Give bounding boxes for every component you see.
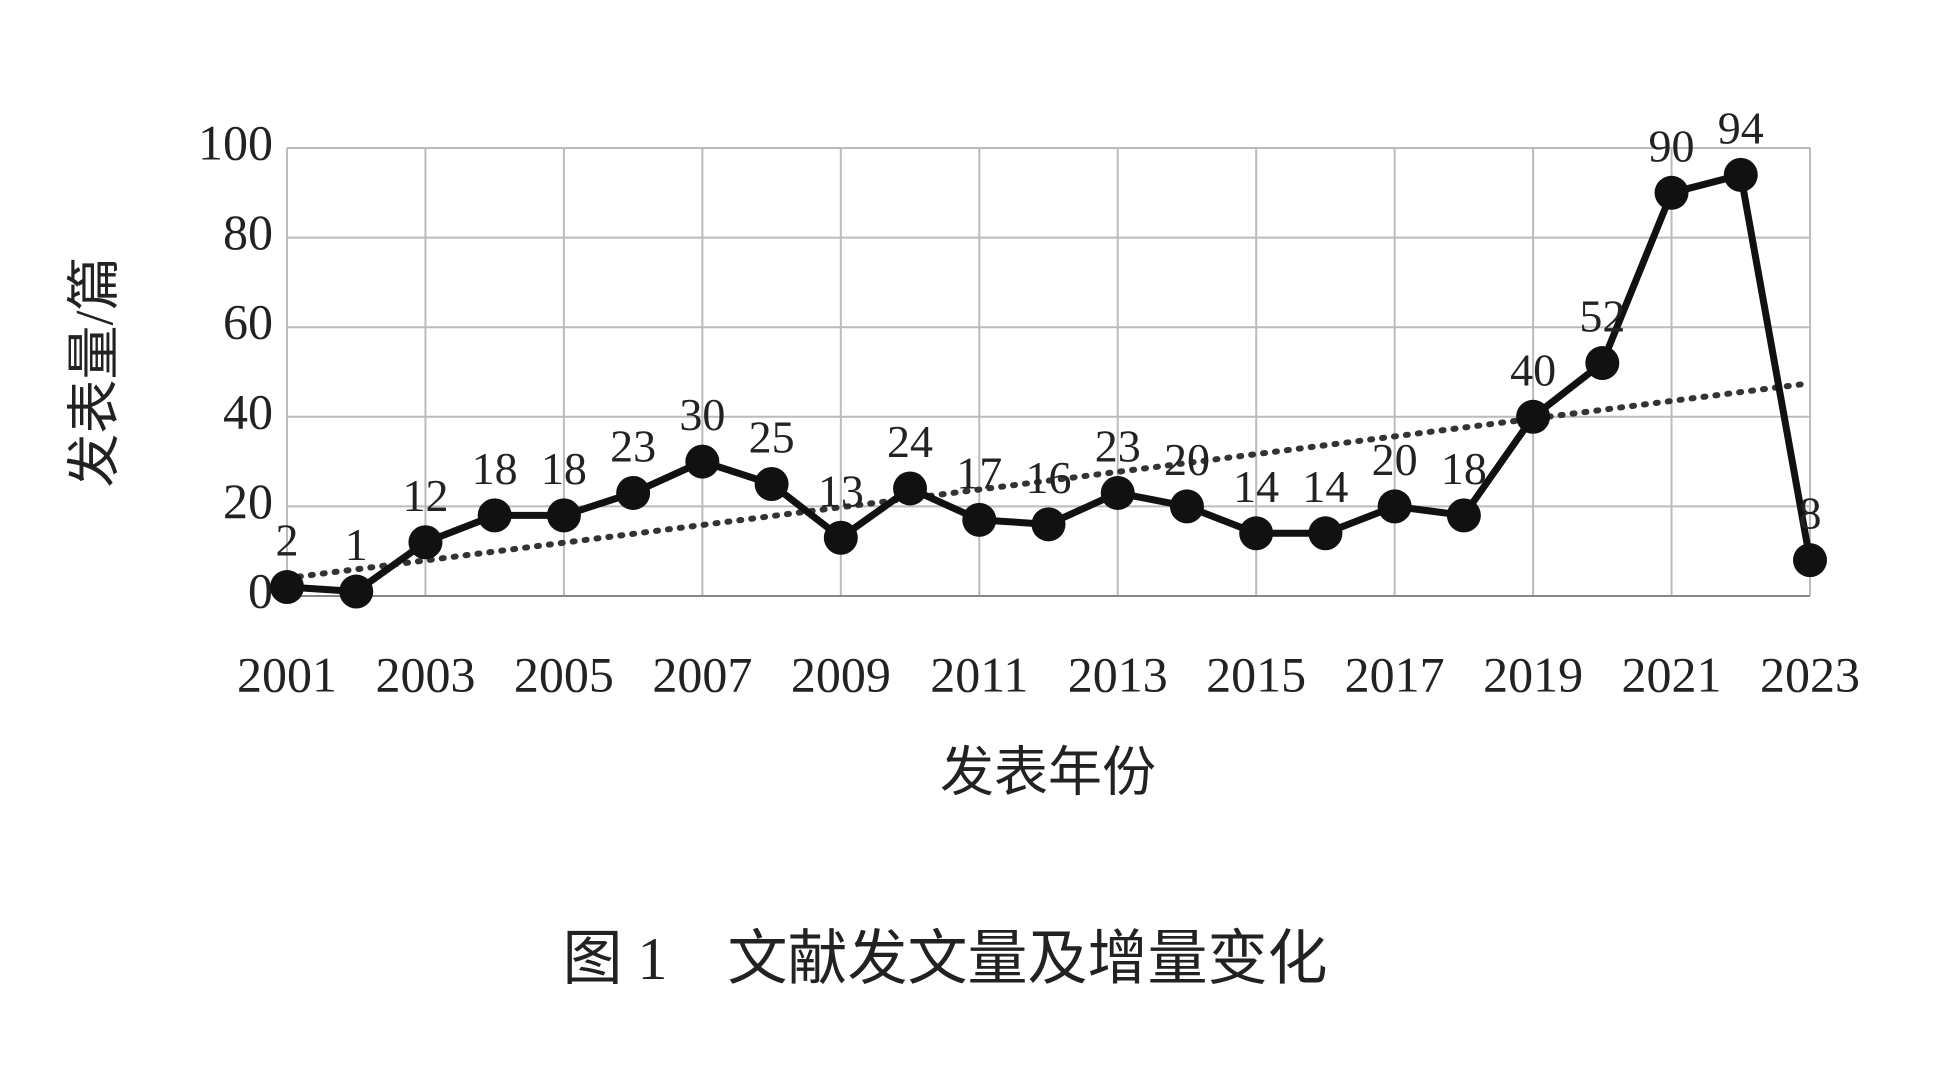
y-tick-label: 0 — [248, 562, 273, 618]
y-tick-label: 100 — [198, 114, 273, 170]
x-axis-label: 发表年份 — [940, 742, 1156, 802]
data-label: 8 — [1799, 488, 1822, 539]
data-point — [1377, 489, 1412, 524]
x-tick-label: 2013 — [1068, 646, 1168, 702]
trend-line — [284, 380, 1813, 582]
data-label: 20 — [1372, 434, 1418, 485]
data-point — [754, 467, 789, 501]
data-point — [408, 525, 443, 560]
data-label: 16 — [1026, 452, 1072, 503]
data-point — [477, 498, 512, 533]
data-label: 18 — [472, 443, 518, 494]
x-tick-label: 2001 — [237, 646, 337, 702]
y-axis-label: 发表量/篇 — [64, 256, 124, 487]
x-tick-label: 2005 — [514, 646, 614, 702]
caption: 图 1 文献发文量及增量变化 — [563, 926, 1328, 992]
y-tick-label: 20 — [223, 473, 273, 529]
data-label: 40 — [1510, 344, 1556, 395]
data-point — [1239, 516, 1274, 551]
data-label: 14 — [1302, 461, 1348, 512]
data-point — [893, 471, 928, 506]
data-label: 18 — [1441, 443, 1487, 494]
data-label: 94 — [1718, 102, 1764, 153]
data-label: 23 — [610, 421, 656, 472]
data-label: 18 — [541, 443, 587, 494]
x-tick-label: 2017 — [1345, 646, 1445, 702]
x-tick-label: 2015 — [1206, 646, 1306, 702]
data-label: 17 — [956, 447, 1002, 498]
y-tick-label: 60 — [223, 294, 273, 350]
data-label: 2 — [276, 515, 299, 566]
x-tick-label: 2023 — [1760, 646, 1860, 702]
data-point — [823, 520, 858, 555]
data-label: 24 — [887, 416, 933, 467]
data-point — [685, 444, 720, 479]
data-point — [270, 570, 304, 605]
data-label: 20 — [1164, 434, 1210, 485]
data-point — [1031, 507, 1066, 542]
data-label: 30 — [679, 389, 725, 440]
data-label: 52 — [1579, 291, 1625, 342]
data-label: 14 — [1233, 461, 1279, 512]
x-tick-label: 2009 — [791, 646, 891, 702]
data-point — [1169, 489, 1204, 524]
x-tick-label: 2021 — [1622, 646, 1722, 702]
data-point — [1723, 157, 1758, 192]
data-label: 1 — [345, 519, 368, 570]
data-point — [546, 498, 581, 533]
data-label: 13 — [818, 465, 864, 516]
data-point — [962, 502, 997, 537]
data-label: 23 — [1095, 421, 1141, 472]
data-point — [1516, 399, 1551, 434]
data-point — [1446, 498, 1481, 533]
data-point — [1654, 175, 1689, 210]
data-point — [616, 475, 651, 510]
x-tick-label: 2019 — [1483, 646, 1583, 702]
data-point — [1585, 346, 1620, 381]
data-label: 90 — [1649, 120, 1695, 171]
data-point — [1100, 475, 1135, 510]
x-tick-label: 2011 — [930, 646, 1028, 702]
data-point — [1308, 516, 1343, 551]
x-tick-label: 2007 — [652, 646, 752, 702]
data-point — [1793, 543, 1827, 578]
y-tick-label: 80 — [223, 204, 273, 260]
y-tick-label: 40 — [223, 383, 273, 439]
data-label: 25 — [749, 412, 795, 463]
x-tick-label: 2003 — [375, 646, 475, 702]
data-point — [339, 574, 374, 609]
data-label: 12 — [402, 470, 448, 521]
